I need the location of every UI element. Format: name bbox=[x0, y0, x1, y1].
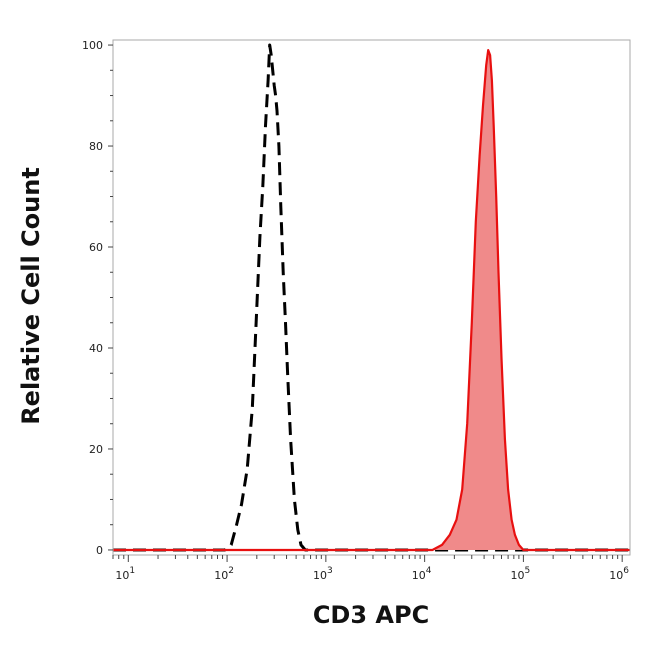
y-tick-label: 100 bbox=[82, 39, 103, 52]
plot-frame bbox=[112, 39, 631, 556]
y-axis-title: Relative Cell Count bbox=[17, 167, 45, 425]
x-axis: 101 102 103 104 105 106 bbox=[112, 555, 629, 582]
x-tick-label: 101 bbox=[115, 566, 135, 582]
y-tick-label: 60 bbox=[89, 241, 103, 254]
series-1-line bbox=[113, 49, 630, 552]
x-tick-label: 102 bbox=[214, 566, 234, 582]
x-tick-label: 104 bbox=[412, 566, 432, 582]
x-tick-label: 103 bbox=[313, 566, 333, 582]
series-0-line bbox=[113, 43, 630, 552]
y-tick-label: 80 bbox=[89, 140, 103, 153]
x-tick-label: 106 bbox=[609, 566, 629, 582]
y-tick-label: 40 bbox=[89, 342, 103, 355]
x-tick-label: 105 bbox=[511, 566, 531, 582]
y-tick-label: 20 bbox=[89, 443, 103, 456]
y-axis: 0 20 40 60 80 100 bbox=[82, 39, 113, 557]
series-1-fill bbox=[113, 50, 630, 550]
y-tick-label: 0 bbox=[96, 544, 103, 557]
series-layer bbox=[113, 43, 630, 552]
x-axis-title: CD3 APC bbox=[313, 601, 429, 629]
